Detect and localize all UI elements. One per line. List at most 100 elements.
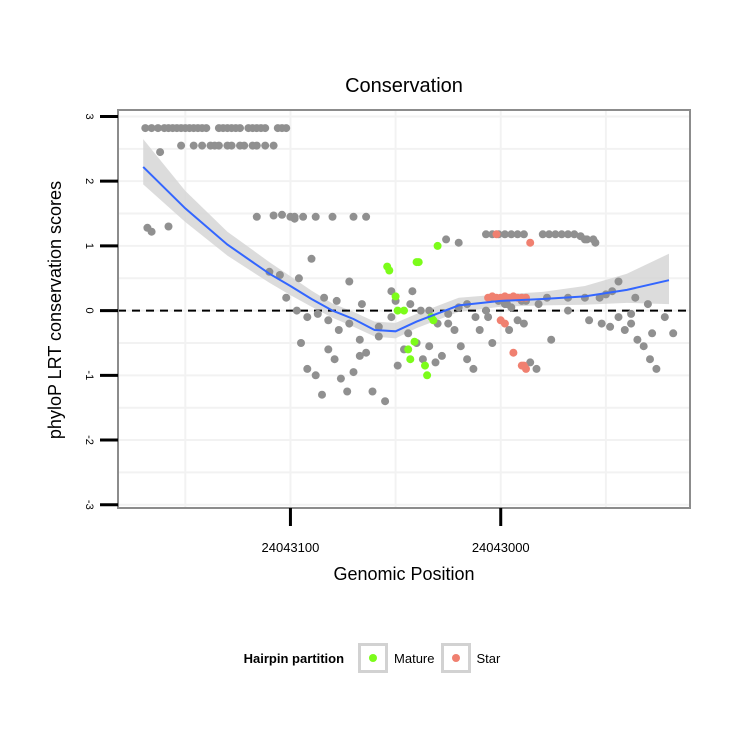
point-other (147, 124, 156, 133)
point-other (513, 316, 522, 325)
point-other (532, 364, 541, 373)
point-other (488, 339, 497, 347)
point-other (269, 141, 278, 150)
point-other (519, 319, 528, 328)
point-other (652, 364, 661, 373)
point-other (349, 212, 358, 221)
point-other (606, 322, 615, 331)
point-other (463, 355, 472, 364)
point-other (275, 271, 284, 279)
point-other (349, 368, 358, 377)
point-other (313, 309, 322, 318)
point-other (425, 306, 434, 315)
point-other (442, 235, 451, 244)
point-other (482, 230, 490, 239)
point-other (660, 313, 669, 322)
point-other (591, 238, 600, 247)
point-star (492, 230, 501, 239)
point-star (526, 238, 535, 247)
point-other (507, 230, 516, 239)
point-mature (404, 345, 413, 354)
point-other (614, 277, 623, 286)
point-other (404, 329, 413, 338)
point-other (387, 313, 396, 322)
point-other (526, 358, 535, 367)
point-other (580, 293, 589, 302)
legend: Hairpin partition Mature Star (0, 640, 750, 676)
point-other (334, 326, 343, 334)
point-mature (391, 292, 400, 301)
point-other (227, 141, 236, 150)
point-other (595, 293, 604, 302)
point-other (236, 124, 244, 133)
point-other (564, 230, 572, 239)
point-star (522, 364, 530, 373)
chart-title: Conservation (345, 75, 463, 97)
point-other (214, 141, 223, 150)
point-other (538, 230, 547, 239)
point-other (294, 274, 303, 283)
point-other (320, 293, 329, 302)
y-tick-label: 2 (83, 178, 95, 184)
point-other (324, 316, 333, 325)
point-other (299, 212, 308, 221)
smooth-curve-layer (142, 166, 670, 333)
point-other (393, 361, 402, 370)
point-other (643, 300, 652, 309)
point-other (261, 141, 270, 150)
point-mature (385, 266, 394, 275)
y-tick-label: 0 (83, 308, 95, 314)
point-other (374, 332, 383, 341)
point-other (261, 124, 270, 133)
point-other (547, 335, 556, 344)
point-other (269, 211, 278, 220)
legend-dot-star-icon (451, 654, 460, 662)
point-other (362, 212, 371, 221)
point-other (332, 296, 341, 305)
point-other (551, 230, 560, 239)
point-other (355, 351, 364, 360)
point-other (570, 230, 579, 239)
point-other (585, 316, 594, 325)
point-other (362, 348, 371, 357)
x-tick-label: 24043000 (472, 540, 530, 555)
point-other (646, 355, 654, 364)
point-other (534, 300, 543, 309)
x-axis-label: Genomic Position (333, 564, 474, 584)
point-other (469, 364, 478, 373)
point-other (336, 374, 345, 383)
point-other (564, 306, 572, 315)
point-other (614, 313, 623, 322)
point-other (374, 322, 383, 331)
y-tick-label: -2 (83, 435, 95, 445)
point-other (450, 326, 459, 334)
point-other (431, 358, 440, 367)
point-other (475, 326, 484, 334)
point-mature (400, 306, 408, 315)
point-other (454, 238, 463, 247)
legend-key-star (440, 643, 471, 673)
point-other (484, 313, 493, 322)
legend-dot-mature-icon (369, 654, 378, 662)
point-mature (433, 241, 442, 250)
point-other (408, 287, 417, 296)
point-other (437, 351, 446, 360)
point-other (620, 326, 629, 334)
point-other (156, 148, 165, 157)
legend-label-mature: Mature (394, 650, 435, 666)
point-other (141, 124, 150, 133)
point-other (330, 355, 339, 364)
point-other (545, 230, 554, 239)
point-other (597, 319, 606, 328)
point-mature (429, 316, 438, 325)
point-other (381, 397, 390, 406)
point-other (627, 309, 636, 318)
point-mature (393, 306, 402, 315)
point-other (297, 339, 305, 347)
point-other (345, 319, 354, 328)
point-star (496, 316, 505, 325)
y-tick-label: -1 (83, 370, 95, 380)
point-other (500, 230, 509, 239)
point-other (648, 329, 657, 338)
